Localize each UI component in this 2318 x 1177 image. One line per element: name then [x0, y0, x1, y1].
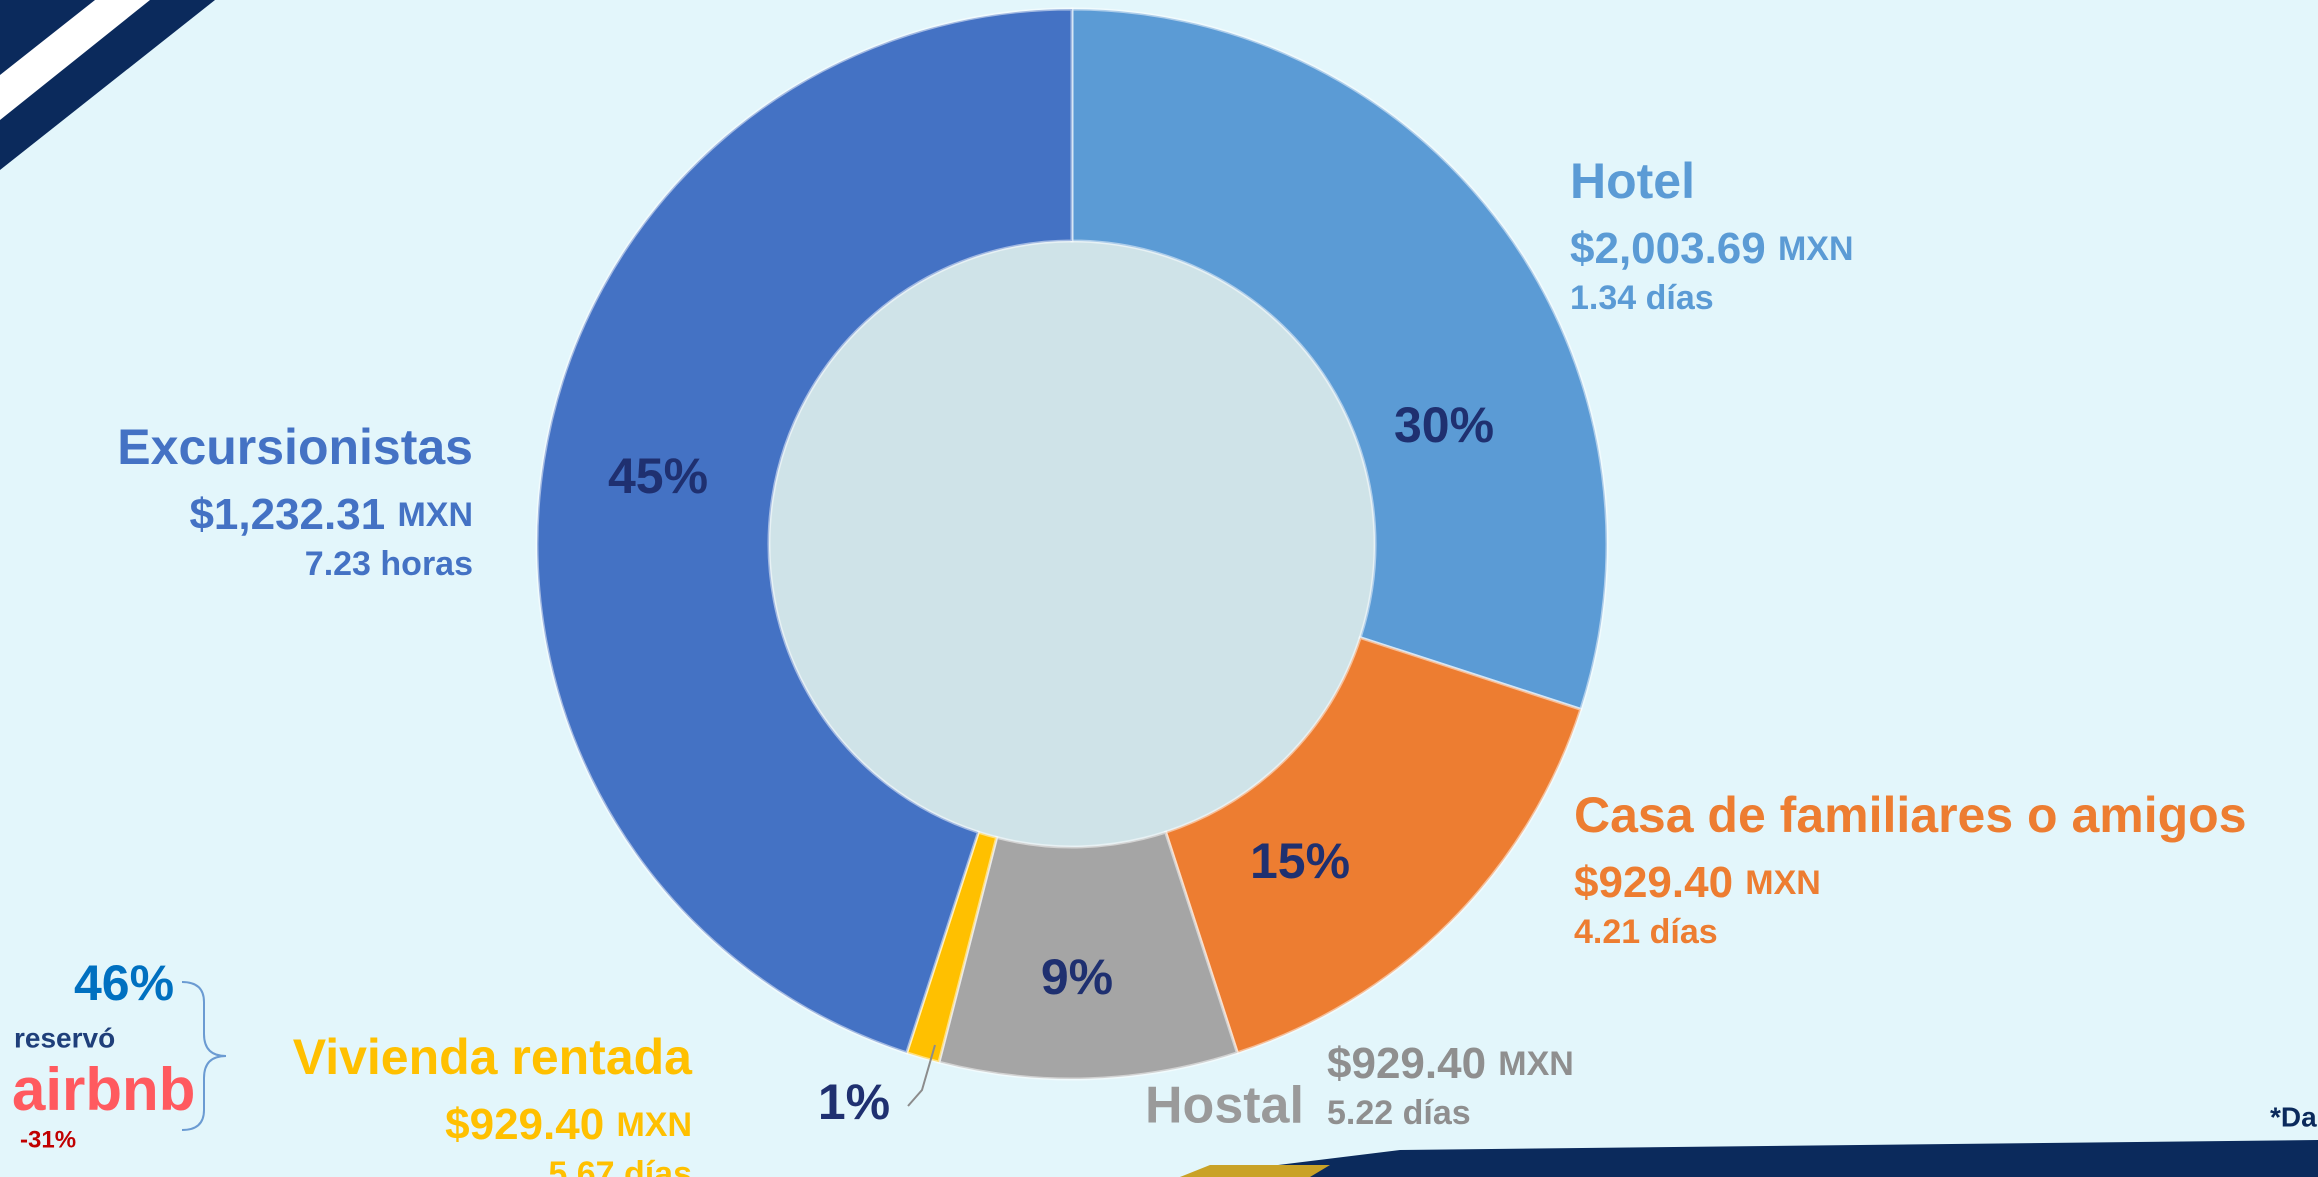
amount-label: $929.40 MXN [1327, 1039, 1574, 1088]
brace [181, 981, 227, 1131]
footnote: *Da [2270, 1101, 2317, 1132]
donut-hole [769, 241, 1375, 847]
labels: 30% Hotel $2,003.69 MXN 1.34 días 15% Casa de… [117, 153, 2246, 1177]
amount: $2,003.69 [1570, 224, 1766, 273]
amount: $929.40 [1574, 858, 1733, 907]
value-label: 45% [608, 448, 708, 504]
category-label: Excursionistas [117, 419, 473, 475]
currency: MXN [1745, 864, 1821, 902]
amount: $929.40 [1327, 1039, 1486, 1088]
amount: $929.40 [445, 1100, 604, 1149]
airbnb-text: reservó [14, 1022, 115, 1053]
airbnb-brand: airbnb [12, 1056, 195, 1123]
stay-label: 1.34 días [1570, 279, 1714, 317]
amount-label: $929.40 MXN [1574, 858, 1821, 907]
slice [1070, 7, 1609, 712]
value-label: 9% [1041, 949, 1113, 1005]
amount: $1,232.31 [189, 490, 385, 539]
category-label: Vivienda rentada [293, 1029, 693, 1085]
category-label: Hotel [1570, 153, 1695, 209]
currency: MXN [616, 1106, 692, 1144]
bottom-accent [1180, 1165, 1330, 1177]
slice [1163, 635, 1583, 1055]
stay-label: 5.22 días [1327, 1094, 1471, 1132]
stay-label: 7.23 horas [305, 545, 473, 583]
category-label: Hostal [1145, 1077, 1304, 1135]
value-label: 15% [1250, 833, 1350, 889]
leader-line [907, 1044, 936, 1107]
corner-stripe [0, 0, 150, 120]
amount-label: $929.40 MXN [445, 1100, 692, 1149]
currency: MXN [1498, 1045, 1574, 1083]
slice [535, 7, 1074, 1055]
currency: MXN [397, 496, 473, 534]
amount-label: $1,232.31 MXN [189, 490, 473, 539]
slices [535, 7, 1609, 1081]
amount-label: $2,003.69 MXN [1570, 224, 1854, 273]
category-label: Casa de familiares o amigos [1574, 787, 2247, 843]
value-label: 1% [818, 1074, 890, 1130]
value-label: 30% [1394, 397, 1494, 453]
bottom-band [1180, 1140, 2318, 1177]
stay-label: 5.67 días [548, 1155, 692, 1177]
stay-label: 4.21 días [1574, 913, 1718, 951]
airbnb-change: -31% [20, 1126, 76, 1153]
currency: MXN [1778, 230, 1854, 268]
airbnb-share: 46% [74, 955, 174, 1011]
